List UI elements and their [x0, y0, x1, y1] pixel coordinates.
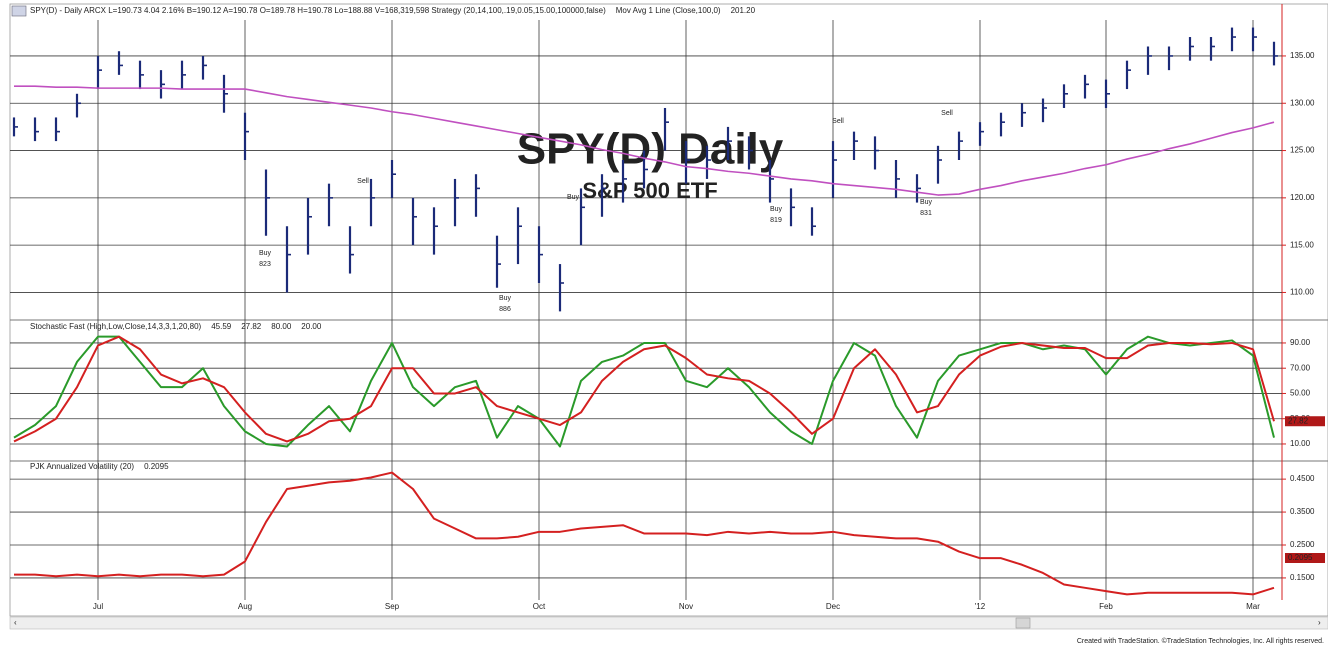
footer: Created with TradeStation. ©TradeStation…: [1077, 637, 1324, 645]
x-tick-label: Oct: [533, 602, 546, 611]
scroll-left[interactable]: ‹: [14, 618, 17, 627]
strategy-annotation: 831: [920, 210, 932, 217]
x-tick-label: Nov: [679, 602, 693, 611]
pane-header: 0.2095: [144, 462, 169, 471]
strategy-annotation: Sell: [832, 118, 844, 125]
x-tick-label: Feb: [1099, 602, 1113, 611]
y-tick-label: 0.2500: [1290, 540, 1315, 549]
y-tick-label: 90.00: [1290, 338, 1311, 347]
watermark-title: SPY(D) Daily: [517, 125, 784, 174]
scroll-right[interactable]: ›: [1318, 618, 1321, 627]
y-tick-label: 115.00: [1290, 240, 1314, 249]
watermark-subtitle: S&P 500 ETF: [582, 178, 717, 203]
series-line: [14, 85, 1275, 196]
x-tick-label: Aug: [238, 602, 252, 611]
pane-header: SPY(D) - Daily ARCX L=190.73 4.04 2.16% …: [30, 6, 606, 15]
series-line: [13, 335, 1275, 448]
last-value-box: [1285, 553, 1325, 563]
strategy-annotation: Sell: [941, 110, 953, 117]
strategy-annotation: Buy: [567, 194, 580, 201]
pane-header: 20.00: [301, 322, 322, 331]
y-tick-label: 130.00: [1290, 98, 1315, 107]
frame: [9, 3, 1328, 617]
series-line: [13, 335, 1275, 443]
scroll-thumb[interactable]: [1015, 617, 1031, 629]
x-tick-label: Mar: [1246, 602, 1260, 611]
x-tick-label: Dec: [826, 602, 840, 611]
strategy-annotation: Buy: [770, 206, 783, 213]
strategy-annotation: Buy: [259, 250, 272, 257]
strategy-annotation: 886: [499, 306, 511, 313]
scrollbar[interactable]: [9, 616, 1328, 630]
pane-header: Stochastic Fast (High,Low,Close,14,3,3,1…: [30, 322, 202, 331]
y-tick-label: 50.00: [1290, 389, 1311, 398]
pane-header: Mov Avg 1 Line (Close,100,0): [616, 6, 721, 15]
y-tick-label: 110.00: [1290, 288, 1314, 297]
x-tick-label: '12: [975, 602, 986, 611]
pane-header: 45.59: [211, 322, 232, 331]
last-value-label: 0.2095: [1288, 553, 1313, 562]
strategy-annotation: Buy: [920, 199, 933, 206]
y-tick-label: 120.00: [1290, 193, 1315, 202]
series-line: [14, 471, 1275, 596]
y-tick-label: 125.00: [1290, 146, 1315, 155]
strategy-annotation: Buy: [499, 295, 512, 302]
strategy-annotation: 823: [259, 261, 271, 268]
x-tick-label: Sep: [385, 602, 400, 611]
strategy-annotation: 819: [770, 217, 782, 224]
y-tick-label: 0.4500: [1290, 474, 1315, 483]
pane-header: 201.20: [731, 6, 756, 15]
y-tick-label: 0.1500: [1290, 573, 1315, 582]
x-tick-label: Jul: [93, 602, 103, 611]
y-tick-label: 135.00: [1290, 51, 1315, 60]
last-value-box: [1285, 416, 1325, 427]
pane-header: PJK Annualized Volatility (20): [30, 462, 134, 471]
y-tick-label: 10.00: [1290, 439, 1311, 448]
y-tick-label: 70.00: [1290, 363, 1311, 372]
strategy-annotation: Sell: [357, 178, 369, 185]
pane-header: 80.00: [271, 322, 292, 331]
y-tick-label: 0.3500: [1290, 507, 1315, 516]
symbol-icon: [11, 5, 27, 17]
pane-header: 27.82: [241, 322, 262, 331]
last-value-label: 27.82: [1288, 416, 1309, 425]
